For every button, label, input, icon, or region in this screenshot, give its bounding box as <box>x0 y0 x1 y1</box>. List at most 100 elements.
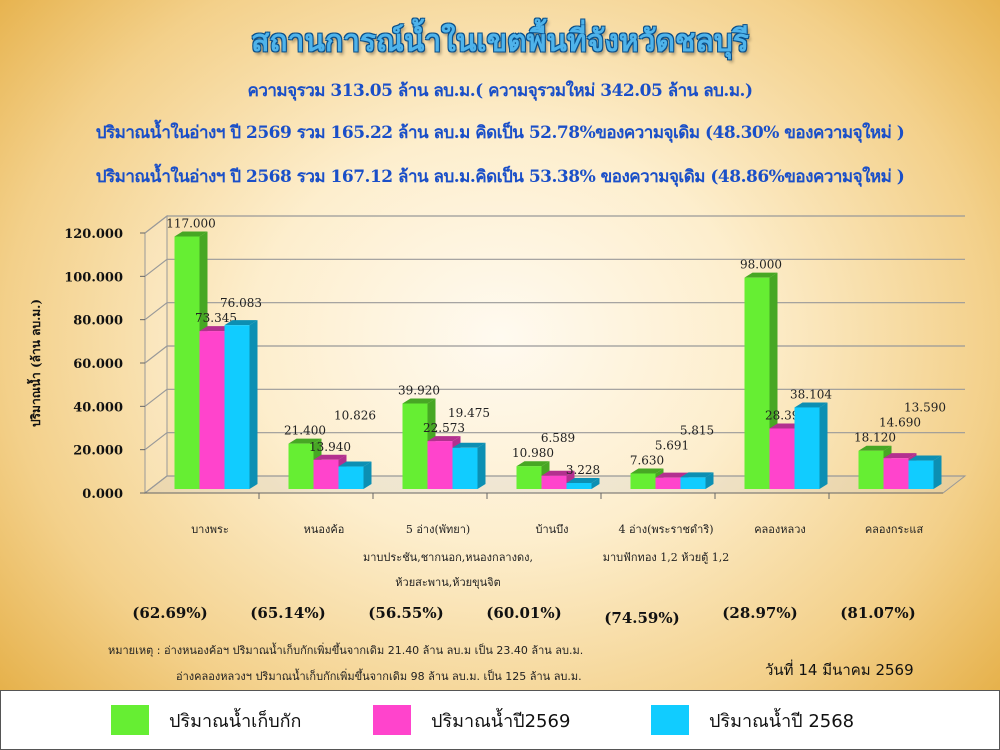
data-label: 3.228 <box>566 463 600 477</box>
capacity-summary: ความจุรวม 313.05 ล้าน ลบ.ม.( ความจุรวมให… <box>247 81 753 101</box>
bar <box>199 331 225 489</box>
legend-swatch <box>111 705 149 735</box>
data-label: 38.104 <box>790 387 832 401</box>
data-label: 19.475 <box>448 406 490 420</box>
bar-top <box>199 326 233 332</box>
bar <box>338 466 364 489</box>
data-label: 22.573 <box>423 421 465 435</box>
data-label: 73.345 <box>195 311 237 325</box>
bar-top <box>313 454 347 460</box>
y-tick-label: 60.000 <box>73 357 123 372</box>
bar <box>566 483 592 489</box>
data-label: 13.590 <box>904 401 946 415</box>
data-label: 39.920 <box>398 384 440 398</box>
gridline <box>144 388 965 407</box>
category-label: บางพระ <box>191 523 229 536</box>
gridline <box>144 215 965 234</box>
percentage-label: (81.07%) <box>840 604 916 622</box>
bar-top <box>680 472 714 478</box>
legend-label: ปริมาณน้ำเก็บกัก <box>169 710 302 732</box>
percentage-label: (65.14%) <box>250 604 326 622</box>
bar <box>630 473 656 489</box>
category-label: หนองค้อ <box>303 523 345 536</box>
category-label: คลองหลวง <box>754 523 806 536</box>
data-label: 98.000 <box>740 258 782 272</box>
bar <box>402 403 428 489</box>
category-label: บ้านบึง <box>535 523 569 536</box>
bar-top <box>174 231 208 237</box>
category-label: 4 อ่าง(พระราชดำริ) <box>618 523 714 536</box>
gridline <box>144 345 965 364</box>
bar-top <box>630 468 664 474</box>
bar <box>224 325 250 489</box>
legend-label: ปริมาณน้ำปี2569 <box>431 710 571 732</box>
summary-2569: ปริมาณน้ำในอ่างฯ ปี 2569 รวม 165.22 ล้าน… <box>95 123 905 143</box>
category-note: ห้วยสะพาน,ห้วยขุนจิต <box>395 576 501 589</box>
bar <box>427 441 453 489</box>
bar-top <box>566 478 600 484</box>
gridline <box>144 302 965 321</box>
bar-side <box>819 402 828 489</box>
bar <box>452 447 478 489</box>
page-title: สถานการณ์น้ำในเขตพื้นที่จังหวัดชลบุรี <box>251 24 749 59</box>
legend-swatch <box>373 705 411 735</box>
bar-top <box>908 455 942 461</box>
bar <box>680 477 706 489</box>
bar <box>858 450 884 489</box>
bar-side <box>249 320 258 489</box>
bar-top <box>541 470 575 476</box>
note-line-2: อ่างคลองหลวงฯ ปริมาณน้ำเก็บกักเพิ่มขึ้นจ… <box>176 670 582 683</box>
data-label: 5.691 <box>655 438 689 452</box>
note-line-1: หมายเหตุ : อ่างหนองค้อฯ ปริมาณน้ำเก็บกัก… <box>108 644 584 657</box>
bar <box>174 236 200 489</box>
y-tick-label: 0.000 <box>82 487 123 502</box>
bar <box>313 459 339 489</box>
bar <box>769 428 795 489</box>
bar-top <box>744 272 778 278</box>
y-tick-label: 120.000 <box>64 227 123 242</box>
bar-top <box>858 445 892 451</box>
bar-top <box>402 398 436 404</box>
data-label: 10.826 <box>334 409 376 423</box>
gridline <box>144 258 965 277</box>
bar-top <box>452 442 486 448</box>
percentage-label: (62.69%) <box>132 604 208 622</box>
bar-top <box>769 423 803 429</box>
bar-top <box>427 436 461 442</box>
bar-top <box>883 453 917 459</box>
data-label: 18.120 <box>854 431 896 445</box>
percentage-label: (56.55%) <box>368 604 444 622</box>
bar <box>883 458 909 489</box>
legend-item-2568: ปริมาณน้ำปี 2568 <box>651 705 854 735</box>
category-note: มาบประชัน,ชากนอก,หนองกลางดง, <box>363 551 533 564</box>
legend-swatch <box>651 705 689 735</box>
bar-side <box>705 472 714 489</box>
bar-top <box>655 472 689 478</box>
percentage-label: (60.01%) <box>486 604 562 622</box>
percentage-label: (28.97%) <box>722 604 798 622</box>
y-tick-label: 100.000 <box>64 270 123 285</box>
data-label: 21.400 <box>284 424 326 438</box>
y-tick-label: 80.000 <box>73 314 123 329</box>
bar-top <box>288 438 322 444</box>
y-tick-label: 40.000 <box>73 400 123 415</box>
category-label: คลองกระแส <box>864 523 924 536</box>
bar-top <box>516 461 550 467</box>
data-label: 5.815 <box>680 423 714 437</box>
bar-side <box>363 461 372 489</box>
bar <box>288 443 314 489</box>
bar-side <box>933 455 942 489</box>
category-note: มาบฟักทอง 1,2 ห้วยตู้ 1,2 <box>602 551 730 564</box>
percentage-label: (74.59%) <box>604 609 680 627</box>
bar <box>516 466 542 489</box>
bar-top <box>794 402 828 408</box>
data-label: 117.000 <box>166 217 216 231</box>
chart-legend: ปริมาณน้ำเก็บกัก ปริมาณน้ำปี2569 ปริมาณน… <box>0 690 1000 750</box>
y-tick-label: 20.000 <box>73 444 123 459</box>
data-label: 7.630 <box>630 453 664 467</box>
category-label: 5 อ่าง(พัทยา) <box>405 523 471 536</box>
summary-2568: ปริมาณน้ำในอ่างฯ ปี 2568 รวม 167.12 ล้าน… <box>95 167 905 187</box>
data-label: 14.690 <box>879 416 921 430</box>
data-label: 6.589 <box>541 431 575 445</box>
data-label: 76.083 <box>220 296 262 310</box>
